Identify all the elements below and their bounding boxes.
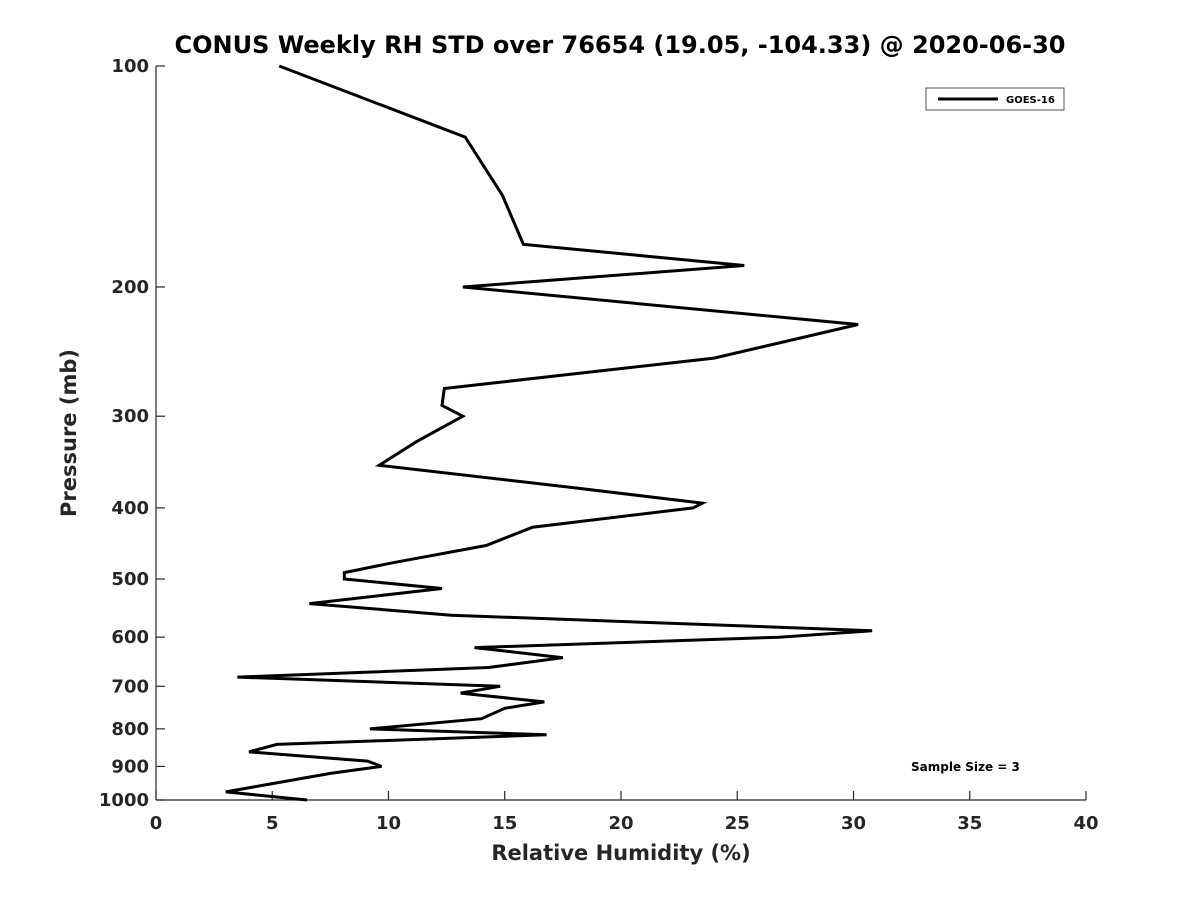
y-tick-label-400: 400: [111, 498, 149, 519]
legend: GOES-16: [925, 87, 1065, 111]
x-tick-label-0: 0: [150, 813, 163, 834]
y-tick-label-200: 200: [111, 277, 149, 298]
y-tick-label-800: 800: [111, 719, 149, 740]
x-tick-label-30: 30: [841, 813, 866, 834]
y-tick-label-1000: 1000: [99, 790, 149, 811]
y-tick-label-900: 900: [111, 756, 149, 777]
x-axis-label: Relative Humidity (%): [491, 841, 750, 865]
y-tick-label-600: 600: [111, 627, 149, 648]
series-layer: [225, 64, 873, 802]
x-tick-label-25: 25: [725, 813, 750, 834]
y-tick-label-100: 100: [111, 56, 149, 77]
y-ticks: 100 200 300 400 500 600 700 800 900 1000: [99, 56, 165, 811]
x-tick-label-35: 35: [957, 813, 982, 834]
chart-title: CONUS Weekly RH STD over 76654 (19.05, -…: [174, 31, 1065, 59]
x-ticks: 0 5 10 15 20 25 30 35 40: [150, 791, 1099, 834]
sample-size-annotation: Sample Size = 3: [911, 760, 1020, 774]
x-tick-label-15: 15: [492, 813, 517, 834]
x-tick-label-10: 10: [376, 813, 401, 834]
series-line-goes-16: [225, 64, 873, 802]
x-tick-label-5: 5: [266, 813, 279, 834]
x-tick-label-20: 20: [608, 813, 633, 834]
y-tick-label-300: 300: [111, 406, 149, 427]
y-axis-label: Pressure (mb): [57, 349, 81, 517]
y-tick-label-500: 500: [111, 569, 149, 590]
x-tick-label-40: 40: [1073, 813, 1098, 834]
legend-label-goes-16: GOES-16: [1006, 95, 1055, 106]
y-tick-label-700: 700: [111, 676, 149, 697]
